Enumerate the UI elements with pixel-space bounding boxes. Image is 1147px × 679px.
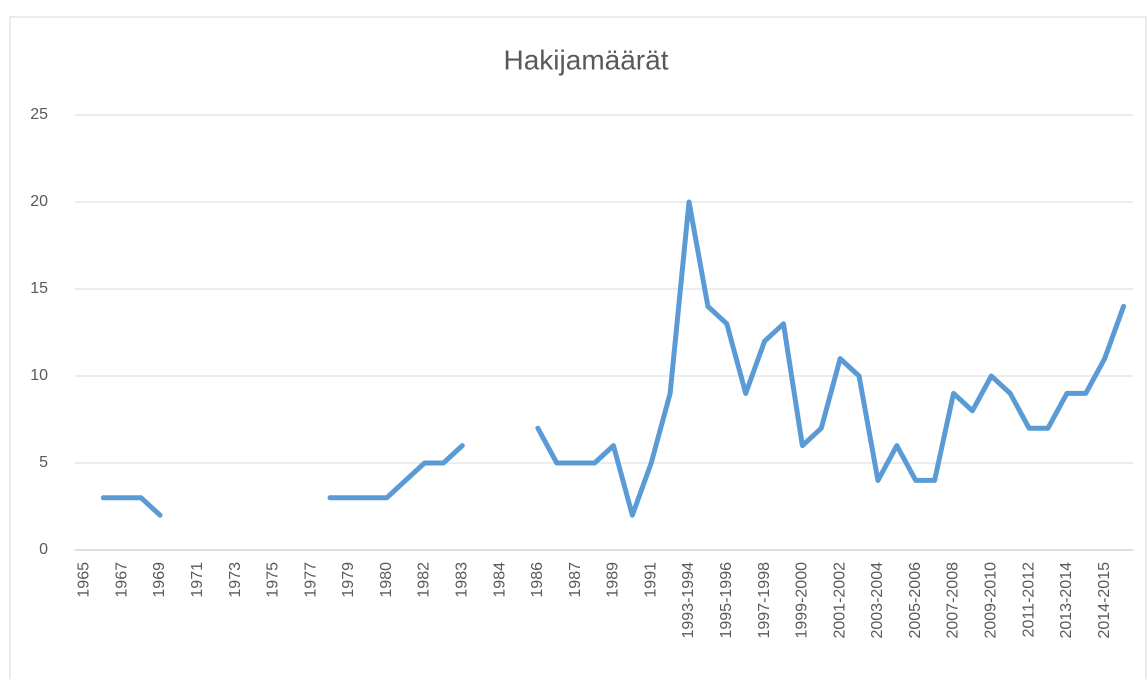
x-tick-label: 1980 xyxy=(378,562,395,598)
x-tick-label: 1982 xyxy=(416,562,433,598)
x-tick-label: 1979 xyxy=(340,562,357,598)
x-tick-label: 2007-2008 xyxy=(945,562,962,639)
x-tick-label: 1973 xyxy=(227,562,244,598)
y-tick-label: 25 xyxy=(30,106,48,123)
x-tick-label: 2014-2015 xyxy=(1096,562,1113,639)
chart-title: Hakijamäärät xyxy=(504,44,669,75)
y-tick-label: 10 xyxy=(30,367,48,384)
x-tick-label: 1999-2000 xyxy=(794,562,811,639)
x-tick-label: 1995-1996 xyxy=(718,562,735,639)
line-series xyxy=(100,199,1127,518)
x-tick-label: 1991 xyxy=(642,562,659,598)
y-tick-label: 0 xyxy=(39,541,48,558)
x-tick-label: 1993-1994 xyxy=(680,562,697,639)
x-tick-label: 1984 xyxy=(491,562,508,598)
x-tick-label: 1986 xyxy=(529,562,546,598)
x-tick-label: 1987 xyxy=(567,562,584,598)
x-tick-label: 1971 xyxy=(189,562,206,598)
x-tick-label: 1975 xyxy=(265,562,282,598)
y-tick-label: 15 xyxy=(30,280,48,297)
x-tick-label: 2009-2010 xyxy=(983,562,1000,639)
x-tick-label: 2005-2006 xyxy=(907,562,924,639)
x-tick-label: 1969 xyxy=(151,562,168,598)
x-tick-label: 1977 xyxy=(302,562,319,598)
chart-frame xyxy=(9,16,1147,679)
x-tick-label: 2001-2002 xyxy=(831,562,848,639)
x-tick-label: 2011-2012 xyxy=(1020,562,1037,637)
y-tick-label: 20 xyxy=(30,193,48,210)
x-tick-label: 1989 xyxy=(605,562,622,598)
x-tick-label: 1983 xyxy=(454,562,471,598)
x-tick-label: 1967 xyxy=(113,562,130,598)
x-tick-label: 1965 xyxy=(76,562,93,598)
x-tick-label: 2003-2004 xyxy=(869,562,886,639)
x-tick-label: 1997-1998 xyxy=(756,562,773,639)
x-tick-label: 2013-2014 xyxy=(1058,562,1075,639)
y-tick-label: 5 xyxy=(39,454,48,471)
